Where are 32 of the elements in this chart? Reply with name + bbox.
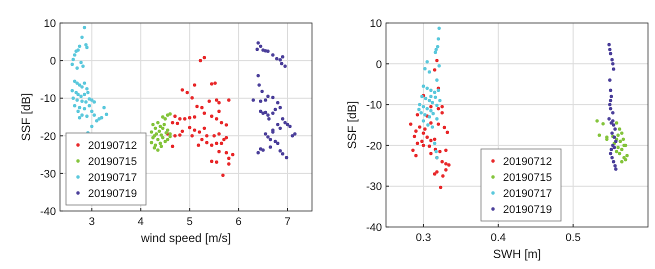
y-tick-label: 10	[44, 18, 56, 30]
legend-label: 20190712	[503, 156, 552, 168]
legend-label: 20190717	[503, 188, 552, 200]
y-tick-label: -30	[40, 168, 56, 180]
legend-label: 20190715	[503, 172, 552, 184]
legend-label: 20190715	[88, 156, 137, 168]
y-tick-label: 0	[50, 56, 56, 68]
x-tick-label: 0.4	[490, 232, 506, 244]
y-axis-title: SSF [dB]	[345, 100, 359, 150]
y-tick-label: -40	[366, 222, 382, 234]
x-tick-label: 4	[138, 216, 144, 228]
y-tick-label: -20	[366, 140, 382, 152]
legend-label: 20190719	[88, 188, 137, 200]
y-axis-title: SSF [dB]	[19, 92, 33, 142]
y-tick-label: -10	[366, 100, 382, 112]
y-tick-label: -10	[40, 93, 56, 106]
x-axis-title: SWH [m]	[493, 247, 541, 261]
legend-label: 20190717	[88, 172, 137, 184]
x-tick-label: 3	[88, 216, 95, 228]
x-tick-label: 0.3	[416, 232, 432, 244]
x-tick-label: 0.5	[565, 232, 581, 244]
y-tick-label: 10	[370, 18, 382, 30]
legend-label: 20190712	[88, 140, 137, 152]
y-tick-label: -30	[366, 181, 382, 194]
x-tick-label: 7	[284, 216, 291, 228]
x-tick-label: 5	[186, 216, 193, 228]
y-tick-label: -20	[40, 130, 56, 143]
y-tick-label: 0	[376, 58, 382, 71]
x-axis-title: wind speed [m/s]	[140, 231, 232, 245]
y-tick-label: -40	[40, 206, 56, 218]
legend-label: 20190719	[503, 204, 552, 216]
x-tick-label: 6	[236, 216, 242, 228]
